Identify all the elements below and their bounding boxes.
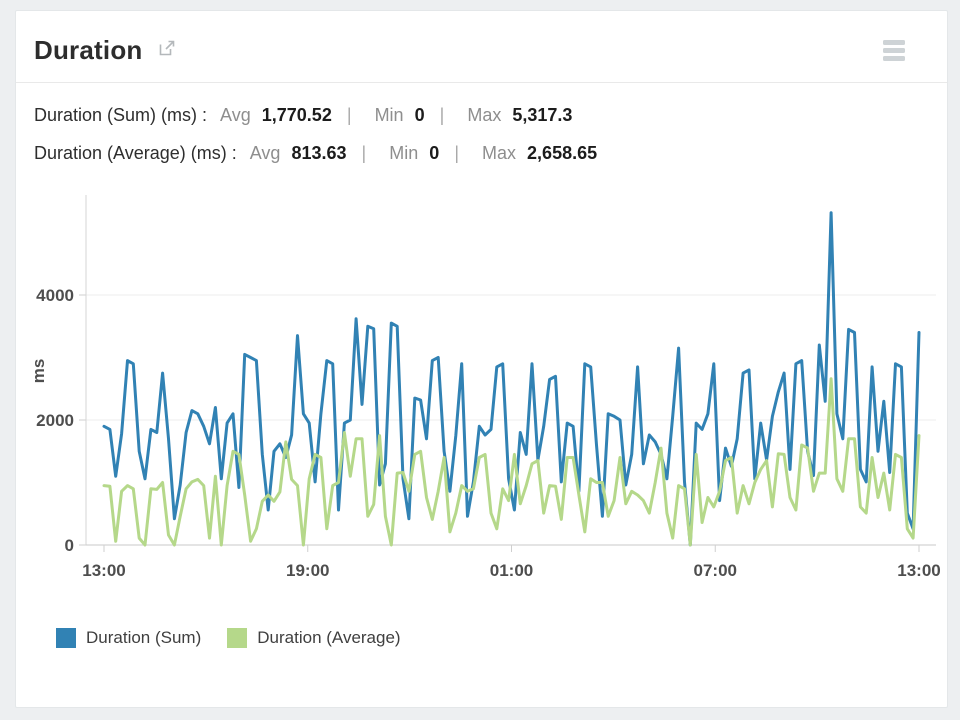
max-value: 2,658.65 (527, 143, 598, 163)
max-label: Max (467, 105, 502, 125)
separator: | (346, 105, 352, 125)
page-title: Duration (34, 35, 143, 65)
min-value: 0 (429, 143, 440, 163)
legend-item-average[interactable]: Duration (Average) (227, 628, 401, 648)
card-header: Duration (16, 11, 947, 83)
avg-label: Avg (220, 105, 251, 125)
separator: | (361, 143, 367, 163)
max-value: 5,317.3 (512, 105, 573, 125)
stat-label: Duration (Sum) (ms) : (34, 105, 208, 125)
legend-swatch-sum (56, 628, 76, 648)
avg-label: Avg (249, 143, 281, 163)
separator: | (439, 105, 445, 125)
y-tick-label: 2000 (36, 411, 74, 430)
duration-chart: 0 2000 4000 ms 13:00 19:00 01:00 07:00 13:00 (29, 195, 941, 580)
stat-row-average: Duration (Average) (ms) : Avg 813.63 | M… (34, 143, 929, 164)
average-series-line (102, 377, 921, 547)
legend-label-sum: Duration (Sum) (86, 628, 202, 647)
chart-legend: Duration (Sum) Duration (Average) (56, 628, 947, 648)
y-tick-label: 4000 (36, 286, 74, 305)
stats-summary: Duration (Sum) (ms) : Avg 1,770.52 | Min… (16, 83, 947, 164)
avg-value: 813.63 (291, 143, 347, 163)
max-label: Max (482, 143, 517, 163)
min-label: Min (374, 105, 404, 125)
x-tick-label: 01:00 (490, 561, 533, 580)
chart-area: 0 2000 4000 ms 13:00 19:00 01:00 07:00 13:00 (16, 181, 947, 594)
x-tick-label: 13:00 (897, 561, 940, 580)
avg-value: 1,770.52 (261, 105, 332, 125)
legend-item-sum[interactable]: Duration (Sum) (56, 628, 201, 648)
external-link-icon[interactable] (156, 38, 177, 59)
x-tick-label: 07:00 (694, 561, 737, 580)
x-tick-label: 13:00 (82, 561, 125, 580)
stat-label: Duration (Average) (ms) : (34, 143, 237, 163)
x-tick-label: 19:00 (286, 561, 329, 580)
widget-menu-button[interactable] (883, 36, 905, 65)
min-value: 0 (414, 105, 425, 125)
separator: | (454, 143, 459, 163)
hamburger-icon (883, 40, 905, 45)
duration-widget-card: Duration Duration (Sum) (ms) : Avg 1,770… (15, 10, 948, 708)
legend-label-average: Duration (Average) (257, 628, 401, 647)
min-label: Min (389, 143, 419, 163)
y-axis-title: ms (29, 359, 48, 384)
y-tick-label: 0 (65, 536, 74, 555)
stat-row-sum: Duration (Sum) (ms) : Avg 1,770.52 | Min… (34, 105, 929, 126)
legend-swatch-average (227, 628, 248, 648)
